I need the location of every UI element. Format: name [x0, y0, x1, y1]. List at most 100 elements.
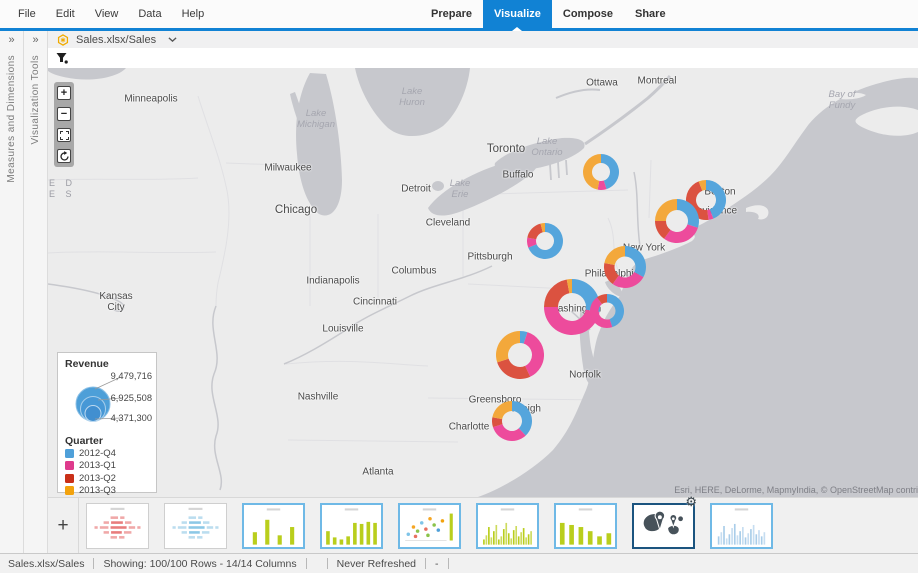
filter-icon[interactable]: [55, 51, 69, 65]
city-label: Indianapolis: [306, 275, 360, 287]
bars-few-icon: [252, 507, 295, 545]
city-label: Pittsburgh: [467, 251, 513, 263]
tab-visualize[interactable]: Visualize: [482, 0, 552, 31]
reset-view-button[interactable]: [57, 149, 71, 163]
legend-color-chip: [65, 473, 74, 483]
city-label: Norfolk: [569, 369, 601, 381]
map-legend: Revenue 9,479,716 6,925,508 4,371,300 Quar…: [57, 352, 157, 496]
map-donut-chart[interactable]: [544, 279, 600, 335]
expand-panel-icon: »: [32, 34, 39, 46]
map-donut-chart[interactable]: [655, 199, 699, 243]
map-water-layer: [48, 68, 918, 497]
water-label: Lake Ontario: [531, 136, 563, 158]
tab-share[interactable]: Share: [635, 8, 666, 20]
legend-quarter-row: 2012-Q4: [65, 447, 152, 460]
status-separator: [425, 558, 427, 569]
water-label: Lake Michigan: [296, 108, 336, 130]
map-donut-chart[interactable]: [603, 246, 646, 288]
legend-quarter-row: 2013-Q3: [65, 485, 152, 498]
chart-thumbnail-scatter[interactable]: [398, 502, 461, 549]
chart-thumbnail-bars-blue-dense[interactable]: [710, 502, 773, 549]
legend-quarter-title: Quarter: [65, 435, 103, 447]
map-donut-chart[interactable]: [526, 223, 563, 259]
city-label: Milwaukee: [264, 162, 312, 174]
water-label: Lake Huron: [399, 86, 425, 108]
city-label: Ottawa: [586, 77, 618, 89]
chevron-down-icon[interactable]: [168, 37, 177, 42]
chart-thumbnail-geo-map[interactable]: ⚙: [632, 495, 697, 549]
panel-measures-and-dimensions[interactable]: » Measures and Dimensions: [0, 31, 24, 553]
panel-label: Measures and Dimensions: [6, 55, 17, 183]
menu-item-file[interactable]: File: [18, 8, 36, 20]
dataset-bar: Sales.xlsx/Sales: [48, 31, 918, 49]
bars-many-icon: [326, 507, 377, 545]
city-label: Kansas City: [99, 291, 133, 313]
city-label: Cleveland: [425, 217, 471, 229]
city-label: Chicago: [274, 203, 318, 216]
status-separator: [447, 558, 449, 569]
chart-thumbnail-wordcloud-red[interactable]: [86, 502, 149, 549]
status-separator: [305, 558, 307, 569]
menu-bar: File Edit View Data Help Prepare Visualize Com…: [0, 0, 918, 31]
legend-quarter-label: 2013-Q1: [79, 460, 116, 472]
legend-revenue-title: Revenue: [65, 358, 109, 370]
gear-icon[interactable]: ⚙: [685, 493, 697, 509]
city-label: Buffalo: [502, 169, 534, 181]
zoom-out-button[interactable]: −: [57, 107, 71, 121]
status-bar: Sales.xlsx/Sales Showing: 100/100 Rows - …: [0, 553, 918, 573]
status-item: Sales.xlsx/Sales: [8, 557, 85, 570]
active-tab-notch: [512, 27, 523, 31]
chart-thumbnail-bars-medium[interactable]: [554, 502, 617, 549]
box-zoom-button[interactable]: [57, 128, 71, 142]
geo-map-icon: [643, 510, 683, 534]
menu-item-edit[interactable]: Edit: [55, 8, 75, 20]
expand-panel-icon: »: [8, 34, 15, 46]
menu-item-view[interactable]: View: [94, 8, 119, 20]
map-attribution: Esri, HERE, DeLorme, MapmyIndia, © OpenS…: [674, 485, 918, 495]
tab-compose[interactable]: Compose: [562, 8, 613, 20]
legend-bubble-scale: 9,479,716 6,925,508 4,371,300: [65, 371, 152, 432]
zoom-in-button[interactable]: +: [57, 86, 71, 100]
city-label: Montreal: [637, 75, 677, 87]
map-donut-chart[interactable]: [590, 294, 625, 328]
menu-item-help[interactable]: Help: [181, 8, 205, 20]
bars-blue-dense-icon: [717, 507, 766, 545]
legend-quarter-label: 2013-Q2: [79, 472, 116, 484]
main-menu: File Edit View Data Help: [0, 0, 214, 28]
add-visualization-button[interactable]: +: [48, 498, 79, 553]
status-item: Never Refreshed: [336, 557, 417, 570]
city-label: Washington: [548, 303, 602, 315]
status-item: -: [435, 557, 439, 570]
panel-visualization-tools[interactable]: » Visualization Tools: [24, 31, 48, 553]
water-label: Lake Erie: [449, 178, 471, 200]
map-donut-chart[interactable]: [491, 401, 532, 441]
reset-icon: [59, 150, 69, 161]
map-region-label: E S: [49, 189, 76, 199]
tab-prepare[interactable]: Prepare: [431, 8, 472, 20]
dataset-hexagon-icon: [57, 33, 69, 46]
status-item: Showing: 100/100 Rows - 14/14 Columns: [103, 557, 297, 570]
chart-thumbnail-bars-few[interactable]: [242, 502, 305, 549]
chart-thumbnail-bars-dense[interactable]: [476, 502, 539, 549]
chart-thumbnail-bars-many[interactable]: [320, 502, 383, 549]
city-label: Atlanta: [362, 466, 394, 478]
map-donut-chart[interactable]: [495, 331, 545, 380]
mode-tabs: Prepare Visualize Compose Share: [420, 0, 677, 31]
chart-thumbnails: ⚙: [79, 495, 773, 549]
legend-size-value: 9,479,716: [110, 371, 152, 381]
legend-bubble-icon: [75, 376, 122, 422]
box-select-icon: [59, 130, 69, 140]
map-region-label: E D: [49, 178, 77, 188]
map-donut-chart[interactable]: [583, 154, 620, 190]
chart-thumbnail-wordcloud-blue[interactable]: [164, 502, 227, 549]
dataset-selector[interactable]: Sales.xlsx/Sales: [76, 33, 157, 46]
city-label: Nashville: [297, 391, 339, 403]
legend-quarter-row: 2013-Q2: [65, 472, 152, 485]
legend-size-value: 6,925,508: [110, 393, 152, 403]
map-zoom-controls: + −: [54, 82, 74, 167]
city-label: Toronto: [486, 142, 526, 155]
bars-medium-icon: [559, 507, 612, 545]
menu-item-data[interactable]: Data: [138, 8, 162, 20]
